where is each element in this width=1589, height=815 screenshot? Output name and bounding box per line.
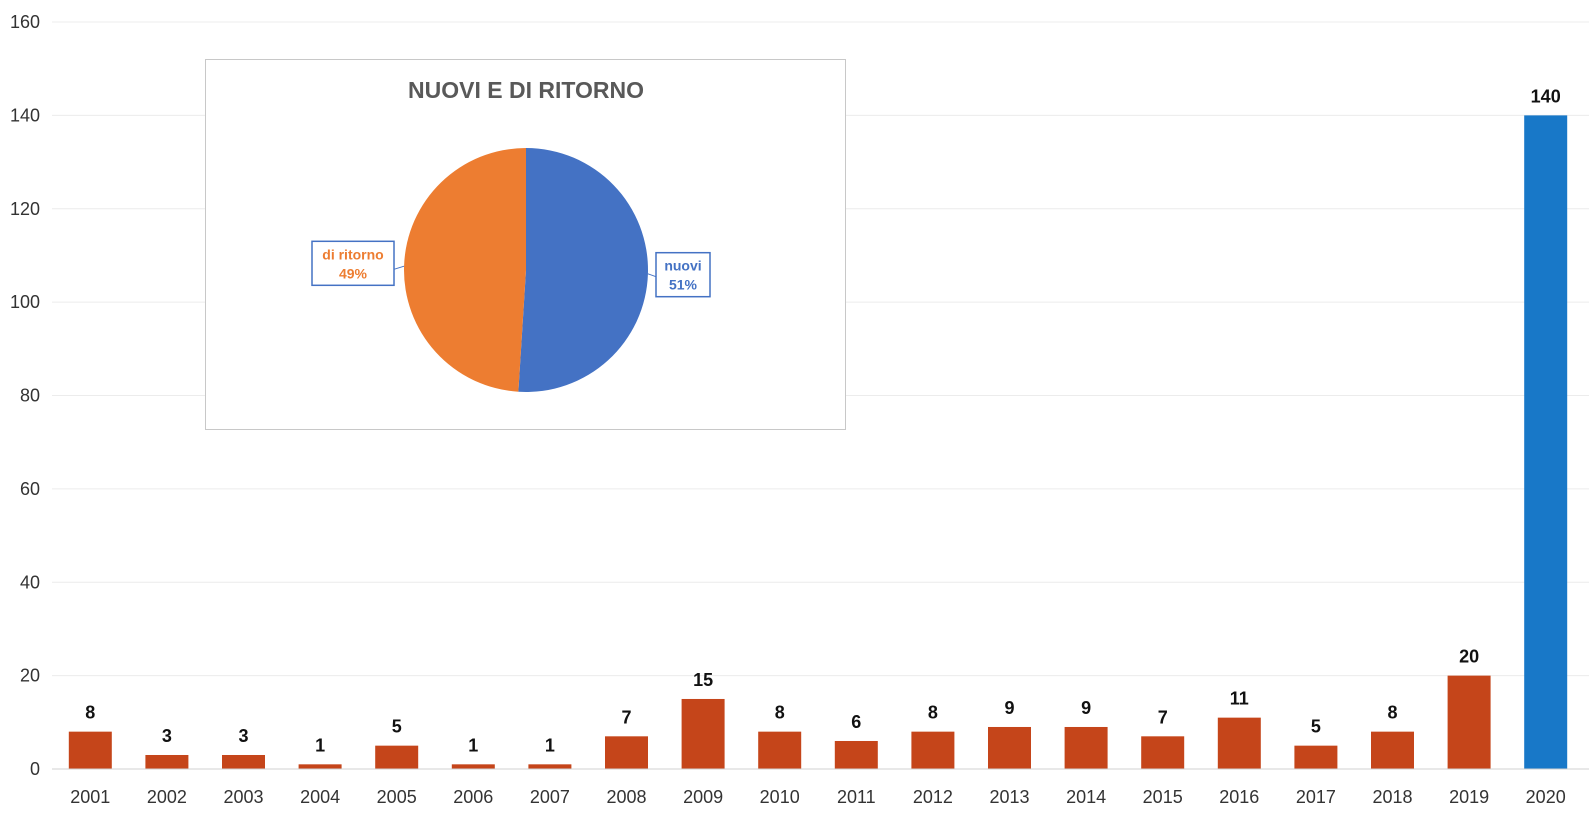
y-tick-label: 140 xyxy=(10,105,40,125)
bar-data-label: 11 xyxy=(1230,689,1249,709)
y-tick-label: 120 xyxy=(10,199,40,219)
pie-callout-percent: 51% xyxy=(669,277,698,293)
bar-data-label: 5 xyxy=(392,717,402,737)
bar xyxy=(528,764,572,769)
bar-data-label: 1 xyxy=(545,735,555,755)
x-tick-label: 2016 xyxy=(1219,787,1259,807)
bar xyxy=(1141,736,1185,769)
y-tick-label: 20 xyxy=(20,666,40,686)
bar xyxy=(1447,675,1491,769)
x-tick-label: 2010 xyxy=(760,787,800,807)
x-tick-label: 2005 xyxy=(377,787,417,807)
bar-data-label: 8 xyxy=(85,703,95,723)
y-tick-label: 100 xyxy=(10,292,40,312)
bar-data-label: 3 xyxy=(162,726,172,746)
bar xyxy=(1524,115,1568,769)
x-tick-label: 2001 xyxy=(70,787,110,807)
bar-data-label: 20 xyxy=(1459,647,1479,667)
bar-data-label: 1 xyxy=(315,735,325,755)
bar xyxy=(1064,726,1108,769)
bar-data-label: 8 xyxy=(775,703,785,723)
bar xyxy=(298,764,342,769)
bar-data-label: 1 xyxy=(468,735,478,755)
x-tick-label: 2018 xyxy=(1372,787,1412,807)
y-tick-label: 160 xyxy=(10,12,40,32)
pie-chart: NUOVI E DI RITORNO nuovi 51% di ritorno 49% xyxy=(311,77,711,393)
bar-data-label: 3 xyxy=(238,726,248,746)
pie-callout-percent: 49% xyxy=(339,265,368,281)
bar xyxy=(145,754,189,769)
bar-data-label: 5 xyxy=(1311,717,1321,737)
pie-chart-panel: NUOVI E DI RITORNO nuovi 51% di ritorno 49% xyxy=(205,59,846,430)
x-tick-label: 2004 xyxy=(300,787,340,807)
bar xyxy=(911,731,955,769)
bar xyxy=(834,740,878,769)
bar xyxy=(68,731,112,769)
x-tick-label: 2013 xyxy=(989,787,1029,807)
x-tick-label: 2008 xyxy=(606,787,646,807)
pie-callout-label: di ritorno xyxy=(322,246,383,262)
bar-data-label: 140 xyxy=(1531,86,1561,106)
bar-data-label: 9 xyxy=(1081,698,1091,718)
pie-title: NUOVI E DI RITORNO xyxy=(408,77,644,103)
bar xyxy=(1371,731,1414,769)
bar xyxy=(222,754,265,769)
y-tick-label: 0 xyxy=(30,759,40,779)
bar xyxy=(758,731,802,769)
x-tick-label: 2020 xyxy=(1526,787,1566,807)
bar-data-label: 7 xyxy=(621,707,631,727)
bar xyxy=(681,698,725,769)
pie-slice xyxy=(404,148,526,392)
x-tick-label: 2015 xyxy=(1143,787,1183,807)
bar xyxy=(605,736,648,769)
pie-callout: nuovi 51% xyxy=(647,251,711,298)
y-tick-label: 60 xyxy=(20,479,40,499)
pie-slice xyxy=(518,148,649,393)
x-tick-label: 2003 xyxy=(223,787,263,807)
x-tick-label: 2011 xyxy=(837,787,876,807)
x-tick-label: 2007 xyxy=(530,787,570,807)
bar-data-label: 9 xyxy=(1004,698,1014,718)
bar xyxy=(451,764,495,769)
x-tick-label: 2017 xyxy=(1296,787,1336,807)
pie-callout-label: nuovi xyxy=(664,258,701,274)
bar xyxy=(1217,717,1261,769)
x-tick-label: 2002 xyxy=(147,787,187,807)
bar xyxy=(1294,745,1338,769)
bar xyxy=(375,745,419,769)
x-tick-label: 2012 xyxy=(913,787,953,807)
y-tick-label: 40 xyxy=(20,572,40,592)
pie-callout: di ritorno 49% xyxy=(311,240,405,287)
y-tick-label: 80 xyxy=(20,386,40,406)
bar-data-label: 8 xyxy=(928,703,938,723)
bar-data-label: 8 xyxy=(1387,703,1397,723)
x-tick-label: 2019 xyxy=(1449,787,1489,807)
x-tick-label: 2014 xyxy=(1066,787,1106,807)
x-tick-label: 2006 xyxy=(453,787,493,807)
x-tick-label: 2009 xyxy=(683,787,723,807)
bar xyxy=(988,726,1031,769)
bar-data-label: 15 xyxy=(693,670,713,690)
bar-data-label: 7 xyxy=(1158,707,1168,727)
bar-data-label: 6 xyxy=(851,712,861,732)
